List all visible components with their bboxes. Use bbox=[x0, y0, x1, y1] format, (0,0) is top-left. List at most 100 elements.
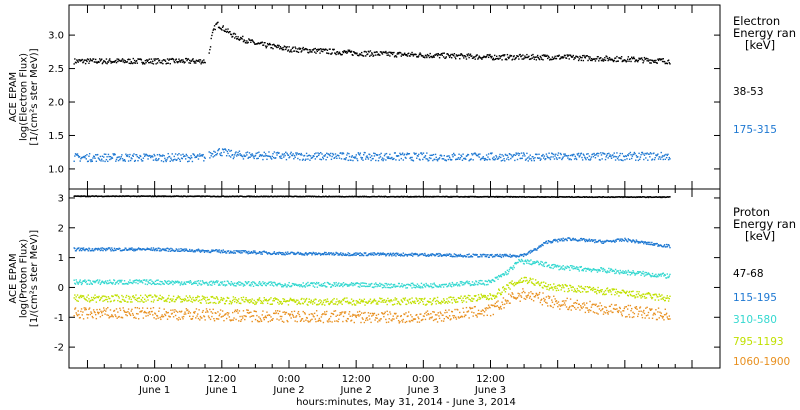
data-point bbox=[608, 56, 611, 59]
data-point bbox=[530, 158, 532, 160]
data-point bbox=[77, 61, 79, 63]
data-point bbox=[295, 47, 297, 50]
data-point bbox=[482, 156, 484, 158]
data-point bbox=[277, 253, 280, 255]
data-point bbox=[484, 255, 486, 258]
data-point bbox=[491, 152, 493, 154]
data-point bbox=[276, 46, 278, 49]
data-point bbox=[465, 56, 467, 58]
data-point bbox=[387, 252, 390, 255]
data-point bbox=[428, 157, 431, 159]
data-point bbox=[434, 283, 436, 286]
data-point bbox=[510, 54, 513, 57]
data-point bbox=[229, 283, 231, 285]
data-point bbox=[424, 252, 426, 255]
data-point bbox=[288, 156, 290, 159]
data-point bbox=[217, 251, 220, 253]
data-point bbox=[281, 253, 283, 256]
data-point bbox=[547, 57, 549, 60]
data-point bbox=[614, 159, 617, 161]
data-point bbox=[451, 154, 454, 156]
data-point bbox=[371, 253, 374, 256]
data-point bbox=[242, 299, 244, 301]
data-point bbox=[524, 55, 526, 57]
data-point bbox=[440, 53, 442, 56]
data-point bbox=[103, 156, 105, 158]
data-point bbox=[152, 296, 154, 298]
data-point bbox=[455, 54, 458, 56]
data-point bbox=[442, 52, 444, 54]
data-point bbox=[387, 283, 390, 285]
data-point bbox=[192, 58, 194, 60]
data-point bbox=[552, 267, 554, 270]
data-point bbox=[144, 155, 146, 157]
data-point bbox=[493, 54, 496, 57]
data-point bbox=[270, 157, 272, 159]
data-point bbox=[513, 266, 515, 269]
data-point bbox=[161, 155, 163, 157]
data-point bbox=[415, 285, 417, 287]
data-point bbox=[232, 157, 235, 160]
data-point bbox=[334, 283, 336, 285]
data-point bbox=[512, 58, 514, 60]
data-point bbox=[247, 41, 249, 44]
data-point bbox=[352, 282, 355, 285]
data-point bbox=[305, 297, 308, 300]
data-point bbox=[110, 281, 112, 284]
data-point bbox=[148, 282, 150, 284]
data-point bbox=[521, 157, 523, 160]
data-point bbox=[117, 295, 120, 298]
data-point bbox=[85, 280, 87, 283]
data-point bbox=[236, 301, 238, 304]
data-point bbox=[205, 281, 208, 284]
data-point bbox=[96, 248, 98, 250]
data-point bbox=[189, 282, 191, 284]
data-point bbox=[260, 300, 263, 303]
data-point bbox=[558, 268, 560, 271]
data-point bbox=[224, 250, 227, 253]
data-point bbox=[224, 148, 227, 150]
data-point bbox=[536, 153, 538, 156]
data-point bbox=[440, 286, 442, 288]
data-point bbox=[405, 53, 408, 56]
data-point bbox=[563, 153, 565, 155]
data-point bbox=[491, 278, 494, 281]
data-point bbox=[238, 39, 241, 41]
data-point bbox=[621, 272, 623, 274]
data-point bbox=[184, 158, 187, 160]
data-point bbox=[181, 157, 184, 160]
data-point bbox=[195, 296, 197, 299]
data-point bbox=[121, 279, 123, 282]
data-point bbox=[307, 304, 309, 306]
data-point bbox=[115, 249, 117, 252]
data-point bbox=[322, 252, 324, 255]
data-point bbox=[279, 155, 281, 158]
data-point bbox=[340, 284, 343, 286]
data-point bbox=[134, 62, 137, 64]
data-point bbox=[82, 247, 85, 249]
data-point bbox=[345, 50, 347, 53]
data-point bbox=[606, 153, 609, 155]
data-point bbox=[212, 29, 214, 31]
data-point bbox=[309, 300, 311, 303]
data-point bbox=[189, 157, 191, 159]
data-point bbox=[167, 297, 169, 299]
data-point bbox=[365, 55, 367, 57]
data-point bbox=[356, 159, 359, 162]
data-point bbox=[553, 58, 555, 60]
data-point bbox=[187, 58, 190, 60]
data-point bbox=[448, 155, 450, 157]
data-point bbox=[618, 159, 620, 161]
data-point bbox=[596, 269, 598, 272]
data-point bbox=[354, 52, 357, 54]
data-point bbox=[503, 55, 505, 57]
data-point bbox=[516, 153, 518, 155]
data-point bbox=[378, 254, 380, 256]
data-point bbox=[279, 46, 282, 48]
data-point bbox=[121, 294, 123, 297]
data-point bbox=[630, 157, 633, 160]
data-point bbox=[548, 56, 550, 59]
data-point bbox=[558, 238, 560, 240]
data-point bbox=[411, 287, 413, 289]
data-point bbox=[162, 62, 164, 65]
